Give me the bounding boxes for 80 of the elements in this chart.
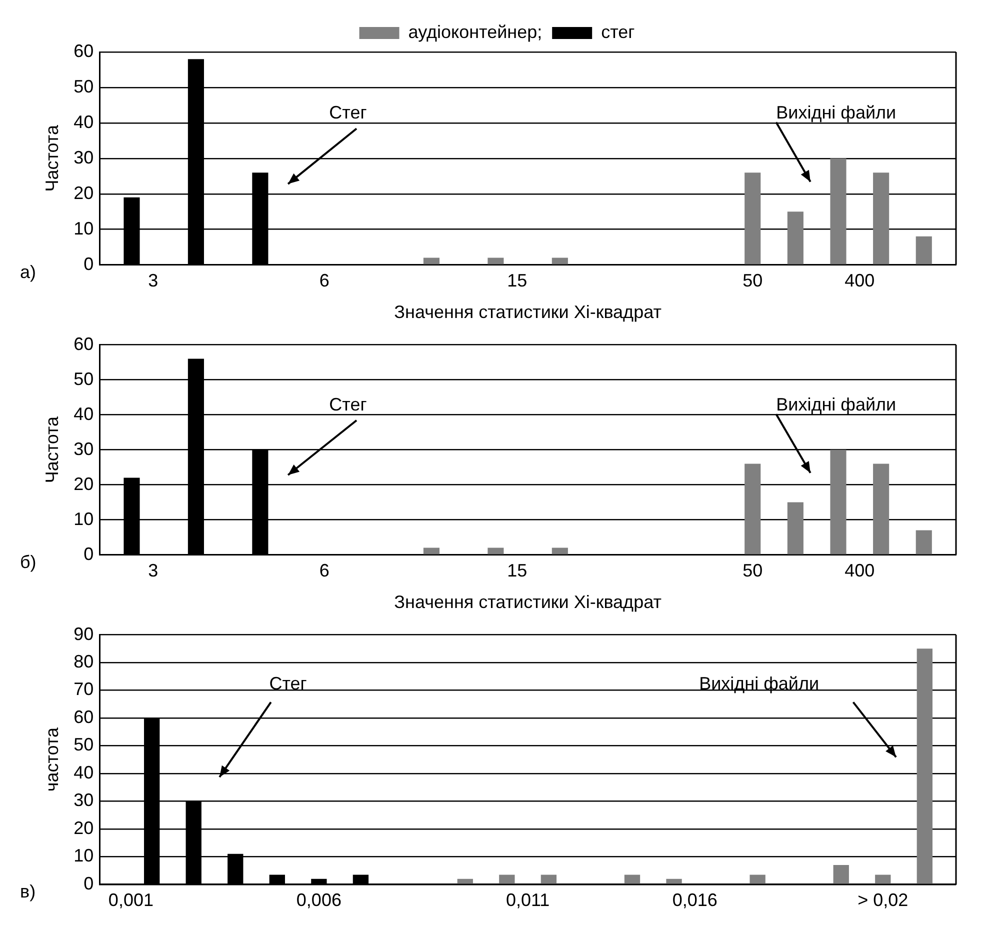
y-tick-label: 70 xyxy=(74,679,94,700)
x-tick-label: 6 xyxy=(319,270,330,291)
x-tick-label: > 0,02 xyxy=(858,890,908,910)
x-tick-label: 50 xyxy=(742,560,763,581)
x-tick-label: 400 xyxy=(844,270,875,291)
text: в) xyxy=(20,881,36,902)
bar xyxy=(873,172,890,264)
x-tick-label: 15 xyxy=(507,270,528,291)
bar xyxy=(875,874,891,884)
y-tick-label: 10 xyxy=(74,846,94,866)
y-tick-label: 40 xyxy=(74,112,94,132)
bar xyxy=(873,464,890,554)
bar xyxy=(423,548,440,554)
y-tick-label: 60 xyxy=(74,40,94,61)
bar xyxy=(916,236,932,264)
y-tick-label: 50 xyxy=(74,368,94,389)
y-tick-label: 30 xyxy=(74,790,94,810)
annotation: Вихідні файли xyxy=(776,394,896,415)
y-tick-label: 50 xyxy=(74,734,94,755)
x-axis-title: Значення статистики Хі-квадрат xyxy=(394,592,662,612)
y-tick-label: 80 xyxy=(74,652,94,672)
annotation: Вихідні файли xyxy=(776,102,896,123)
y-tick-label: 60 xyxy=(74,706,94,727)
bar xyxy=(552,258,568,264)
bar xyxy=(540,874,557,884)
y-tick-label: 40 xyxy=(74,404,94,424)
bar xyxy=(666,878,682,884)
x-tick-label: 0,011 xyxy=(506,890,550,910)
bar xyxy=(457,878,473,884)
y-tick-label: 30 xyxy=(74,438,94,459)
bar xyxy=(787,502,804,554)
y-tick-label: 20 xyxy=(74,818,94,838)
text: а) xyxy=(20,262,36,282)
legend-label: аудіоконтейнер; xyxy=(408,22,542,42)
y-axis-title: частота xyxy=(42,726,62,792)
annotation: Вихідні файли xyxy=(699,674,819,694)
bar xyxy=(499,874,515,884)
y-axis-title: Частота xyxy=(42,415,62,484)
y-tick-label: 60 xyxy=(74,334,94,354)
x-tick-label: 3 xyxy=(148,560,158,581)
bar xyxy=(488,258,504,264)
bar xyxy=(833,864,849,884)
x-tick-label: 6 xyxy=(319,560,330,581)
x-tick-label: 50 xyxy=(742,270,763,291)
bar xyxy=(787,212,804,264)
y-tick-label: 0 xyxy=(84,254,94,274)
bar xyxy=(624,874,640,884)
y-tick-label: 0 xyxy=(84,544,94,564)
bar xyxy=(744,172,761,264)
y-tick-label: 20 xyxy=(74,182,94,203)
legend-label: стег xyxy=(601,22,636,42)
x-axis-title: Значення статистики Хі-квадрат xyxy=(394,302,662,322)
bar xyxy=(552,548,568,554)
bar xyxy=(916,648,932,884)
x-tick-label: 0,001 xyxy=(108,890,154,910)
y-tick-label: 90 xyxy=(74,624,94,644)
y-tick-label: 30 xyxy=(74,147,94,168)
bar xyxy=(830,158,846,264)
x-tick-label: 0,006 xyxy=(296,890,342,910)
y-tick-label: 10 xyxy=(74,218,94,238)
y-axis-title: Частота xyxy=(42,124,62,192)
bar xyxy=(750,874,766,884)
bar xyxy=(916,530,932,554)
y-tick-label: 40 xyxy=(74,762,94,782)
bar xyxy=(423,258,440,264)
x-tick-label: 0,016 xyxy=(672,890,718,910)
x-tick-label: 15 xyxy=(507,560,528,581)
bar xyxy=(830,450,846,554)
y-tick-label: 10 xyxy=(74,508,94,529)
x-tick-label: 3 xyxy=(148,270,158,291)
bar xyxy=(744,464,761,554)
x-tick-label: 400 xyxy=(844,560,875,581)
y-tick-label: 20 xyxy=(74,474,94,494)
text: б) xyxy=(20,552,36,572)
y-tick-label: 50 xyxy=(74,76,94,96)
annotation: Стег xyxy=(329,102,368,123)
y-tick-label: 0 xyxy=(84,873,94,894)
annotation: Стег xyxy=(269,674,308,694)
bar xyxy=(488,548,504,554)
annotation: Стег xyxy=(329,394,368,415)
